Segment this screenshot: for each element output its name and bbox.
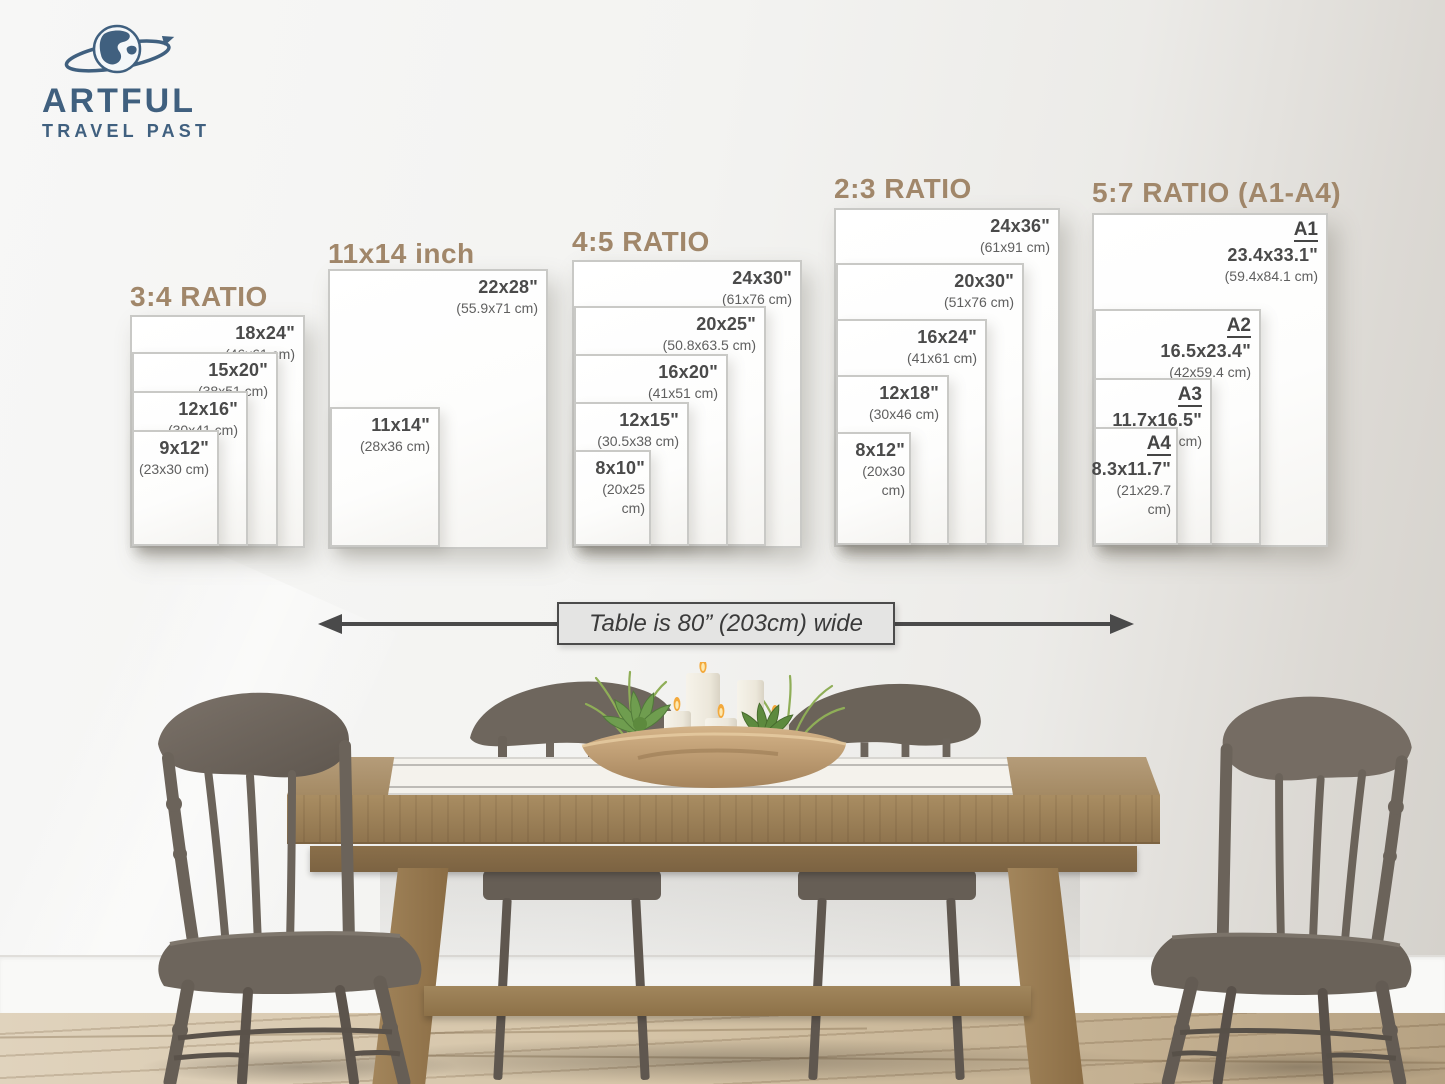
size-inches: 11x14" [371, 415, 430, 435]
size-name: A1 [1293, 219, 1318, 242]
table-width-annotation: Table is 80” (203cm) wide [318, 601, 1134, 647]
size-name: A4 [1146, 433, 1171, 456]
table-stretcher [424, 986, 1031, 1016]
size-cm: (55.9x71 cm) [456, 300, 538, 317]
size-inches: 12x18" [879, 383, 939, 403]
size-cm: (41x51 cm) [647, 385, 718, 402]
size-inches: 16.5x23.4" [1160, 340, 1251, 361]
poster-frame-9x12: 9x12" (23x30 cm) [132, 430, 219, 546]
size-inches: 23.4x33.1" [1227, 244, 1318, 265]
size-inches: 24x30" [732, 268, 792, 288]
size-inches: 18x24" [235, 323, 295, 343]
size-cm: (28x36 cm) [359, 438, 430, 455]
size-inches: 16x24" [917, 327, 977, 347]
group-title: 5:7 RATIO (A1-A4) [1092, 177, 1342, 208]
size-inches: 8x10" [595, 458, 645, 478]
table-width-label: Table is 80” (203cm) wide [557, 602, 895, 645]
poster-group-11x14: 11x14 inch 22x28" (55.9x71 cm) 11x14" (2… [328, 238, 552, 549]
poster-frame-8x10: 8x10" (20x25 cm) [574, 450, 651, 546]
group-title: 4:5 RATIO [572, 226, 710, 257]
size-cm: (20x30 cm) [862, 463, 905, 498]
size-cm: (23x30 cm) [138, 461, 209, 478]
brand-name: ARTFUL [42, 82, 196, 120]
size-name: A3 [1177, 384, 1202, 407]
table-shadow [310, 1038, 1140, 1084]
size-cm: (21x29.7 cm) [1116, 482, 1171, 517]
poster-group-3-4: 3:4 RATIO 18x24" (46x61 cm) 15x20" (38x5… [130, 281, 310, 548]
size-cm: (41x61 cm) [906, 350, 977, 367]
poster-frame-11x14: 11x14" (28x36 cm) [330, 407, 440, 547]
arrow-right-icon [1110, 614, 1134, 634]
poster-frame-8x12: 8x12" (20x30 cm) [836, 432, 911, 545]
size-inches: 20x25" [696, 314, 756, 334]
size-inches: 11.7x16.5" [1112, 409, 1202, 430]
size-cm: (61x91 cm) [979, 239, 1050, 256]
size-inches: 9x12" [159, 438, 209, 458]
size-cm: (50.8x63.5 cm) [662, 337, 756, 354]
size-inches: 20x30" [954, 271, 1014, 291]
size-inches: 16x20" [658, 362, 718, 382]
size-cm: (51x76 cm) [943, 294, 1014, 311]
brand-subtitle: TRAVEL PAST [42, 121, 211, 141]
size-inches: 24x36" [990, 216, 1050, 236]
size-inches: 8x12" [855, 440, 905, 460]
table-apron [310, 846, 1137, 872]
front-chair-right [1128, 690, 1443, 1084]
back-chair-seat [798, 870, 976, 900]
poster-group-4-5: 4:5 RATIO 24x30" (61x76 cm) 20x25" (50.8… [572, 226, 806, 548]
size-inches: 8.3x11.7" [1091, 458, 1171, 479]
size-inches: 12x15" [619, 410, 679, 430]
size-cm: (42x59.4 cm) [1169, 364, 1251, 381]
size-cm: (30.5x38 cm) [597, 433, 679, 450]
wooden-bowl [582, 726, 846, 788]
poster-group-2-3: 2:3 RATIO 24x36" (61x91 cm) 20x30" (51x7… [834, 173, 1064, 547]
size-inches: 15x20" [208, 360, 268, 380]
globe-orbit-icon [64, 24, 175, 74]
centerpiece [578, 659, 850, 797]
front-chair-left [128, 686, 443, 1084]
succulent-left [602, 690, 672, 738]
group-title: 3:4 RATIO [130, 281, 268, 312]
size-cm: (30x46 cm) [868, 406, 939, 423]
size-name: A2 [1226, 315, 1251, 338]
poster-group-5-7: 5:7 RATIO (A1-A4) A1 23.4x33.1" (59.4x84… [1091, 177, 1341, 547]
table-edge [287, 795, 1160, 844]
group-title: 2:3 RATIO [834, 173, 972, 204]
brand-logo: ARTFUL TRAVEL PAST [42, 16, 217, 142]
back-chair-seat [483, 870, 661, 900]
size-cm: (59.4x84.1 cm) [1224, 268, 1318, 285]
poster-frame-a4: A4 8.3x11.7" (21x29.7 cm) [1091, 427, 1178, 545]
arrow-left-icon [318, 614, 342, 634]
size-cm: (20x25 cm) [602, 481, 645, 516]
size-inches: 12x16" [178, 399, 238, 419]
group-title: 11x14 inch [328, 238, 475, 269]
size-cm: (61x76 cm) [721, 291, 792, 308]
size-inches: 22x28" [478, 277, 538, 297]
